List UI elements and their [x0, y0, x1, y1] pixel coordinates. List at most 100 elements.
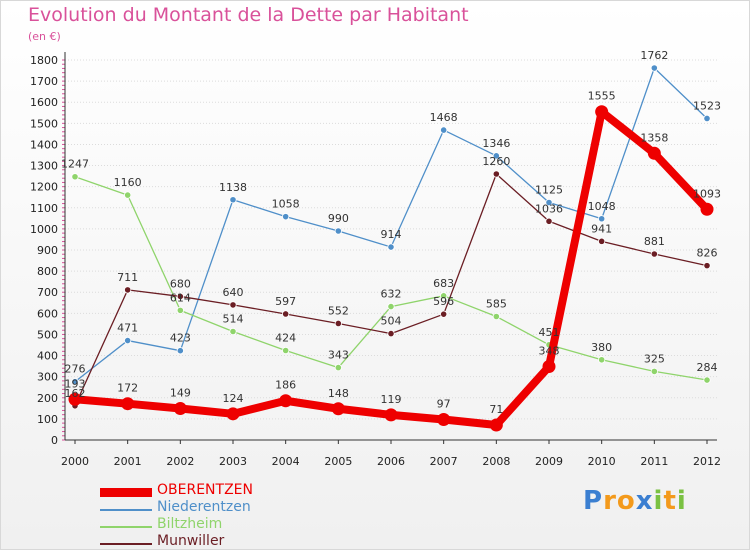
data-label: 1048 — [588, 200, 616, 213]
y-tick-label: 200 — [37, 392, 58, 405]
data-point — [703, 114, 711, 123]
legend-label: Munwiller — [157, 533, 225, 549]
legend-swatch — [100, 526, 152, 528]
data-point — [489, 418, 503, 432]
logo-letter: t — [663, 486, 677, 516]
data-point — [124, 191, 132, 199]
data-label: 1036 — [535, 202, 563, 215]
data-point — [331, 402, 345, 416]
legend-label: Niederentzen — [157, 499, 251, 515]
data-label: 172 — [117, 382, 138, 395]
data-point — [176, 306, 184, 314]
data-label: 193 — [65, 377, 86, 390]
data-label: 680 — [170, 277, 191, 290]
y-tick-label: 1600 — [30, 96, 58, 109]
data-point — [598, 356, 606, 364]
data-label: 325 — [644, 352, 665, 365]
data-point — [334, 227, 342, 235]
y-tick-label: 300 — [37, 371, 58, 384]
data-point — [700, 202, 714, 216]
x-tick-label: 2002 — [166, 455, 194, 468]
y-tick-label: 700 — [37, 286, 58, 299]
data-label: 284 — [697, 361, 718, 374]
data-label: 471 — [117, 322, 138, 335]
data-label: 119 — [381, 393, 402, 406]
x-tick-label: 2010 — [588, 455, 616, 468]
data-label: 597 — [275, 295, 296, 308]
x-tick-label: 2008 — [482, 455, 510, 468]
y-tick-label: 800 — [37, 265, 58, 278]
data-label: 914 — [381, 228, 402, 241]
data-point — [440, 126, 448, 134]
data-point — [387, 329, 395, 338]
data-point — [229, 196, 237, 204]
data-label: 148 — [328, 387, 349, 400]
logo-letter: r — [603, 486, 617, 516]
data-label: 124 — [223, 392, 244, 405]
data-label: 990 — [328, 212, 349, 225]
data-label: 1523 — [693, 99, 721, 112]
data-label: 552 — [328, 304, 349, 317]
data-point — [647, 146, 661, 160]
data-point — [229, 301, 237, 309]
data-label: 1762 — [640, 49, 668, 62]
data-point — [542, 360, 556, 374]
y-tick-label: 1500 — [30, 117, 58, 130]
data-point — [282, 213, 290, 221]
data-label: 640 — [223, 286, 244, 299]
data-point — [387, 302, 395, 311]
data-label: 348 — [539, 345, 560, 358]
data-point — [437, 413, 451, 427]
data-label: 276 — [65, 363, 86, 376]
y-tick-label: 1700 — [30, 75, 58, 88]
y-tick-label: 1200 — [30, 181, 58, 194]
y-tick-label: 1000 — [30, 223, 58, 236]
data-label: 1247 — [61, 158, 89, 171]
data-point — [595, 105, 609, 119]
y-tick-label: 500 — [37, 328, 58, 341]
data-point — [703, 262, 711, 270]
data-point — [124, 336, 132, 345]
x-tick-label: 2012 — [693, 455, 721, 468]
data-label: 1125 — [535, 184, 563, 197]
data-point — [492, 312, 500, 321]
data-label: 632 — [381, 288, 402, 301]
chart-title: Evolution du Montant de la Dette par Hab… — [28, 4, 469, 26]
data-label: 941 — [591, 222, 612, 235]
data-label: 683 — [433, 277, 454, 290]
data-point — [229, 327, 237, 336]
x-tick-label: 2001 — [114, 455, 142, 468]
data-label: 1058 — [272, 198, 300, 211]
proxiti-logo: Proxiti — [583, 486, 687, 516]
data-label: 1346 — [482, 137, 510, 150]
logo-letter: P — [583, 486, 604, 516]
x-tick-label: 2003 — [219, 455, 247, 468]
x-tick-label: 2006 — [377, 455, 405, 468]
data-point — [124, 286, 132, 294]
data-label: 451 — [539, 326, 560, 339]
chart-unit-label: (en €) — [28, 30, 61, 43]
data-point — [176, 347, 184, 355]
y-tick-label: 600 — [37, 307, 58, 320]
legend-label: Biltzheim — [157, 516, 223, 532]
logo-letter: o — [616, 486, 636, 516]
y-tick-label: 1100 — [30, 202, 58, 215]
x-tick-label: 2007 — [430, 455, 458, 468]
data-label: 162 — [65, 387, 86, 400]
data-label: 1468 — [430, 111, 458, 124]
data-label: 826 — [697, 247, 718, 260]
data-point — [384, 408, 398, 422]
legend-label: OBERENTZEN — [157, 482, 253, 498]
data-label: 596 — [433, 295, 454, 308]
x-tick-label: 2000 — [61, 455, 89, 468]
data-point — [226, 407, 240, 421]
y-tick-label: 900 — [37, 244, 58, 257]
data-point — [440, 292, 448, 300]
data-label: 1260 — [482, 155, 510, 168]
data-point — [650, 367, 658, 375]
data-label: 149 — [170, 387, 191, 400]
legend-swatch — [100, 488, 152, 497]
data-label: 1555 — [588, 90, 616, 103]
